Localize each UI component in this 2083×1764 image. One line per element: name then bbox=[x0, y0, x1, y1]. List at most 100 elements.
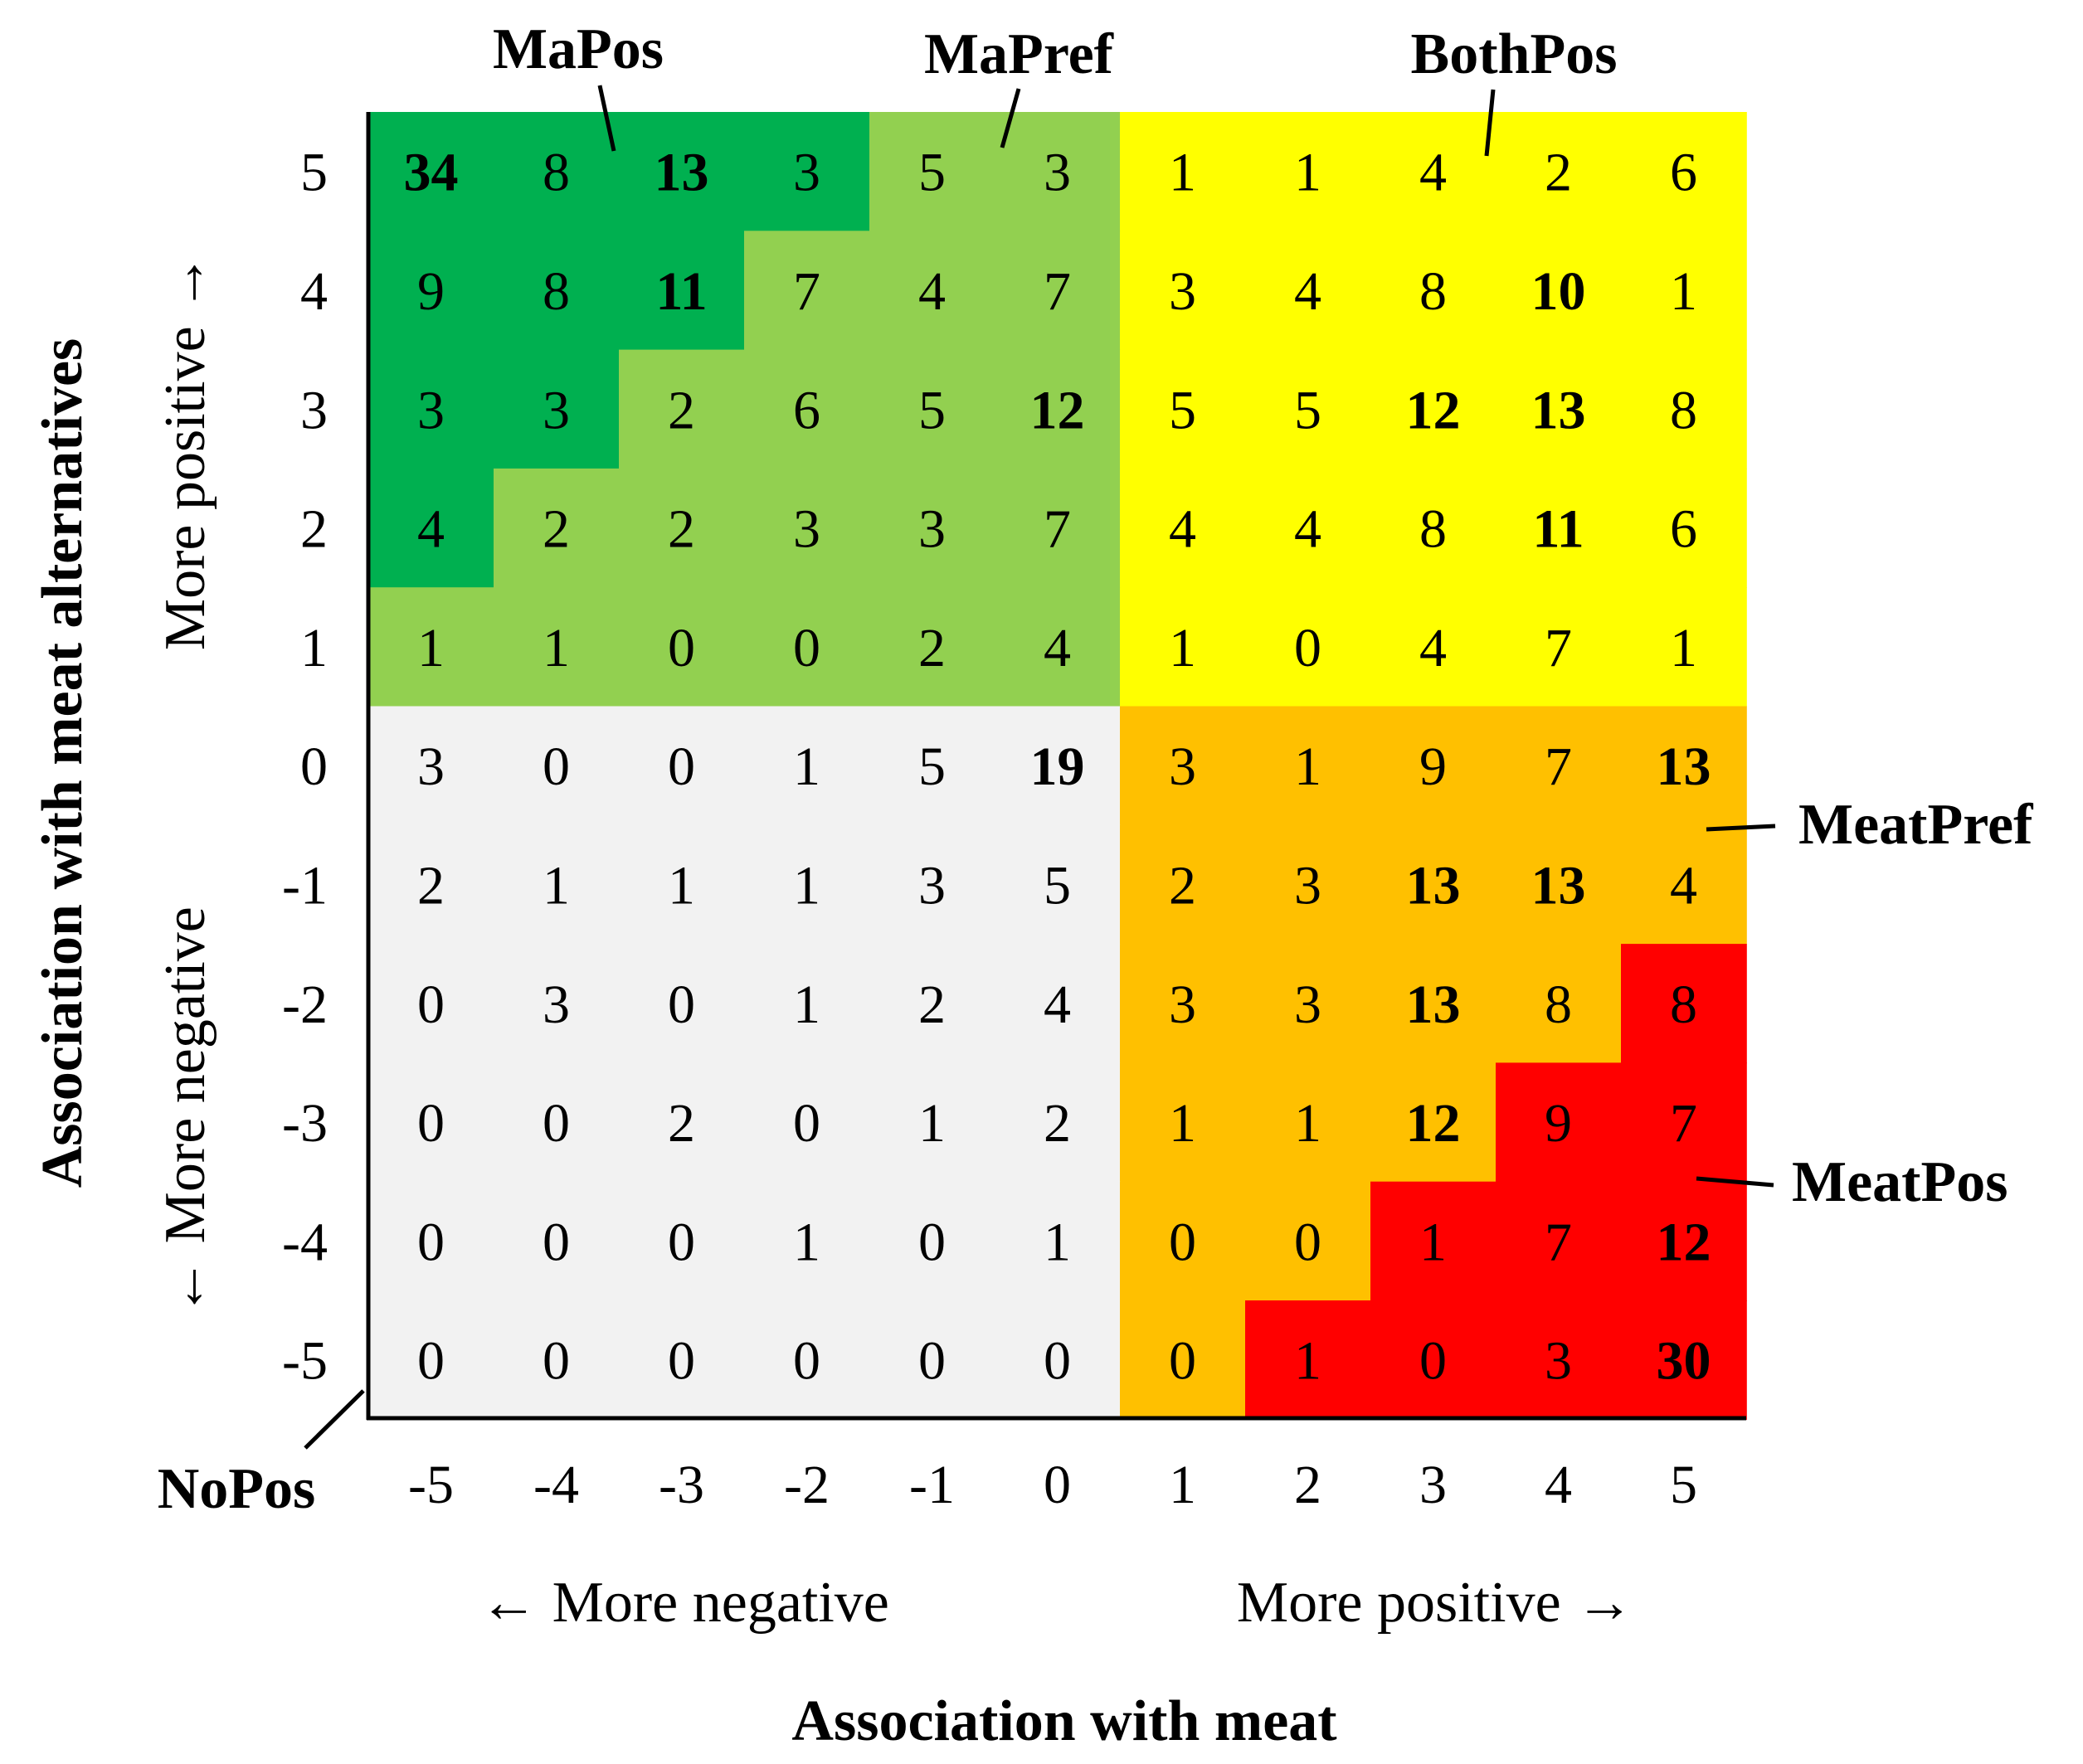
cell-value: 7 bbox=[1545, 1212, 1572, 1272]
heatmap-cell-nopos bbox=[619, 1062, 745, 1183]
heatmap-cell-meatpref bbox=[1245, 1181, 1371, 1301]
heatmap-cell-bothpos bbox=[1370, 112, 1497, 232]
cell-value: 13 bbox=[1406, 974, 1461, 1035]
cell-value: 0 bbox=[417, 1212, 445, 1272]
cell-value: 1 bbox=[793, 736, 820, 797]
cell-value: 7 bbox=[1044, 499, 1071, 560]
y-tick-label: 3 bbox=[300, 380, 328, 440]
heatmap-cell-nopos bbox=[744, 706, 870, 826]
cell-value: 0 bbox=[543, 736, 570, 797]
x-tick-labels: -5 -4 -3 -2 -1 0 1 2 3 4 5 bbox=[408, 1455, 1697, 1515]
heatmap-cell-meatpos bbox=[1496, 1300, 1622, 1421]
heatmap-cell-meatpref bbox=[1370, 944, 1497, 1064]
heatmap-cell-mapos bbox=[744, 112, 870, 232]
heatmap-cell-meatpref bbox=[1245, 944, 1371, 1064]
heatmap-cell-bothpos bbox=[1245, 587, 1371, 707]
heatmap-cell-meatpos bbox=[1496, 1062, 1622, 1183]
cell-value: 13 bbox=[1406, 856, 1461, 916]
heatmap-cell-nopos bbox=[368, 1062, 494, 1183]
heatmap-cell-meatpref bbox=[1120, 1062, 1246, 1183]
heatmap-cell-mapos bbox=[494, 231, 620, 351]
cell-value: 8 bbox=[1670, 380, 1697, 440]
heatmap-cell-mapref bbox=[744, 231, 870, 351]
cell-value: 8 bbox=[1545, 974, 1572, 1035]
x-tick-label: -1 bbox=[909, 1455, 955, 1515]
cell-value: 1 bbox=[1169, 1093, 1196, 1154]
cell-value: 3 bbox=[918, 499, 946, 560]
cell-value: 5 bbox=[1294, 380, 1321, 440]
heatmap-cell-meatpref bbox=[1120, 1300, 1246, 1421]
heatmap-cell-nopos bbox=[744, 944, 870, 1064]
cell-value: 0 bbox=[543, 1331, 570, 1392]
y-tick-label: -4 bbox=[282, 1212, 328, 1272]
cell-value: 0 bbox=[793, 1093, 820, 1154]
cell-value: 8 bbox=[543, 261, 570, 322]
cell-value: 7 bbox=[1545, 736, 1572, 797]
heatmap-cell-bothpos bbox=[1120, 587, 1246, 707]
heatmap-cell-mapref bbox=[744, 587, 870, 707]
cell-value: 1 bbox=[1294, 1093, 1321, 1154]
cell-value: 3 bbox=[417, 380, 445, 440]
cell-value: 0 bbox=[668, 618, 695, 678]
cell-value: 7 bbox=[1545, 618, 1572, 678]
cell-value: 4 bbox=[918, 261, 946, 322]
cell-value: 8 bbox=[1670, 974, 1697, 1035]
cell-value: 2 bbox=[1545, 143, 1572, 203]
heatmap-cell-nopos bbox=[368, 706, 494, 826]
heatmap-cell-nopos bbox=[995, 944, 1121, 1064]
cell-value: 2 bbox=[668, 1093, 695, 1154]
y-tick-label: -2 bbox=[282, 974, 328, 1035]
heatmap-cell-meatpos bbox=[1370, 1181, 1497, 1301]
cell-value: 0 bbox=[668, 974, 695, 1035]
y-axis-title: Association with meat alternatives bbox=[31, 338, 95, 1188]
heatmap-cell-meatpos bbox=[1245, 1300, 1371, 1421]
cell-value: 10 bbox=[1531, 261, 1586, 322]
cell-value: 1 bbox=[1294, 736, 1321, 797]
heatmap-cell-bothpos bbox=[1370, 587, 1497, 707]
cell-value: 1 bbox=[1670, 618, 1697, 678]
cell-value: 1 bbox=[918, 1093, 946, 1154]
x-tick-label: -5 bbox=[408, 1455, 454, 1515]
cell-value: 8 bbox=[1419, 261, 1447, 322]
cell-value: 1 bbox=[1419, 1212, 1447, 1272]
heatmap-cell-nopos bbox=[869, 824, 995, 945]
cell-value: 12 bbox=[1030, 380, 1085, 440]
heatmap-cell-nopos bbox=[494, 944, 620, 1064]
y-direction-positive: More positive → bbox=[153, 254, 217, 650]
cell-value: 4 bbox=[1419, 618, 1447, 678]
heatmap-cell-mapref bbox=[995, 112, 1121, 232]
cell-value: 11 bbox=[655, 261, 707, 322]
heatmap-cell-mapref bbox=[869, 231, 995, 351]
cell-value: 3 bbox=[1545, 1331, 1572, 1392]
heatmap-cell-mapref bbox=[619, 587, 745, 707]
heatmap-cell-nopos bbox=[869, 706, 995, 826]
heatmap-cell-nopos bbox=[995, 824, 1121, 945]
cell-value: 3 bbox=[1294, 974, 1321, 1035]
heatmap-cell-mapref bbox=[368, 587, 494, 707]
cell-value: 2 bbox=[918, 618, 946, 678]
axes bbox=[366, 112, 1746, 1421]
heatmap-cell-mapref bbox=[619, 468, 745, 588]
heatmap-cells bbox=[368, 112, 1747, 1421]
cell-value: 7 bbox=[1670, 1093, 1697, 1154]
heatmap-cell-meatpref bbox=[1120, 706, 1246, 826]
heatmap-cell-mapos bbox=[368, 349, 494, 469]
cell-value: 3 bbox=[918, 856, 946, 916]
group-label-mapos: MaPos bbox=[493, 17, 664, 81]
heatmap-cell-meatpref bbox=[1621, 824, 1747, 945]
heatmap-cell-bothpos bbox=[1120, 231, 1246, 351]
heatmap-cell-meatpref bbox=[1621, 706, 1747, 826]
heatmap-cell-mapref bbox=[744, 468, 870, 588]
cell-value: 0 bbox=[668, 1331, 695, 1392]
heatmap-cell-nopos bbox=[869, 944, 995, 1064]
group-label-bothpos: BothPos bbox=[1411, 22, 1618, 86]
cell-value: 2 bbox=[543, 499, 570, 560]
heatmap-cell-nopos bbox=[368, 824, 494, 945]
cell-value: 4 bbox=[1294, 499, 1321, 560]
cell-value: 9 bbox=[1419, 736, 1447, 797]
leader-bothpos bbox=[1484, 89, 1496, 157]
heatmap-cell-meatpref bbox=[1245, 706, 1371, 826]
heatmap-cell-meatpref bbox=[1120, 944, 1246, 1064]
cell-value: 0 bbox=[543, 1093, 570, 1154]
cell-value: 1 bbox=[1169, 143, 1196, 203]
